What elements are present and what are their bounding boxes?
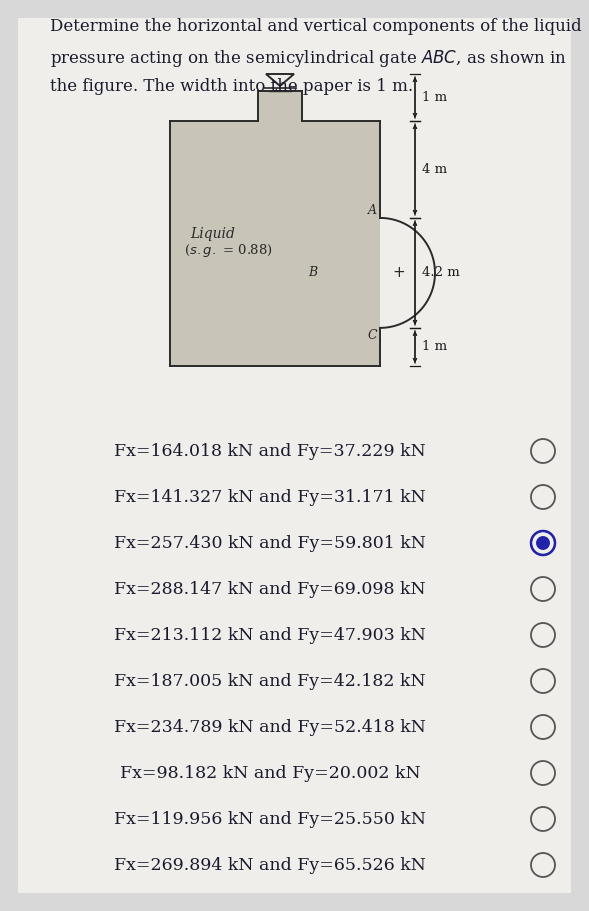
Bar [258, 91, 302, 121]
Text: Fx=187.005 kN and Fy=42.182 kN: Fx=187.005 kN and Fy=42.182 kN [114, 672, 426, 690]
Text: the figure. The width into the paper is 1 m.: the figure. The width into the paper is … [50, 78, 413, 95]
Text: 1 m: 1 m [422, 91, 447, 104]
Text: ($s.g.$ = 0.88): ($s.g.$ = 0.88) [184, 242, 273, 259]
Text: Fx=257.430 kN and Fy=59.801 kN: Fx=257.430 kN and Fy=59.801 kN [114, 535, 426, 551]
Text: 1 m: 1 m [422, 341, 447, 353]
Text: Fx=213.112 kN and Fy=47.903 kN: Fx=213.112 kN and Fy=47.903 kN [114, 627, 426, 643]
Text: Fx=141.327 kN and Fy=31.171 kN: Fx=141.327 kN and Fy=31.171 kN [114, 488, 426, 506]
Text: B: B [308, 266, 317, 280]
Text: +: + [393, 265, 406, 281]
Text: 4.2 m: 4.2 m [422, 266, 460, 280]
Text: Fx=98.182 kN and Fy=20.002 kN: Fx=98.182 kN and Fy=20.002 kN [120, 764, 421, 782]
Circle shape [537, 537, 549, 549]
Text: 4 m: 4 m [422, 163, 447, 176]
Text: Fx=164.018 kN and Fy=37.229 kN: Fx=164.018 kN and Fy=37.229 kN [114, 443, 426, 459]
Text: C: C [368, 329, 377, 342]
Text: Fx=269.894 kN and Fy=65.526 kN: Fx=269.894 kN and Fy=65.526 kN [114, 856, 426, 874]
Text: Determine the horizontal and vertical components of the liquid: Determine the horizontal and vertical co… [50, 18, 581, 35]
Text: A: A [368, 204, 377, 217]
Text: Fx=234.789 kN and Fy=52.418 kN: Fx=234.789 kN and Fy=52.418 kN [114, 719, 426, 735]
Text: Fx=288.147 kN and Fy=69.098 kN: Fx=288.147 kN and Fy=69.098 kN [114, 580, 426, 598]
Text: Fx=119.956 kN and Fy=25.550 kN: Fx=119.956 kN and Fy=25.550 kN [114, 811, 426, 827]
Text: pressure acting on the semicylindrical gate ​$\mathit{ABC}$​, as shown in: pressure acting on the semicylindrical g… [50, 48, 567, 69]
Text: Liquid: Liquid [190, 228, 235, 241]
Bar [170, 121, 380, 366]
